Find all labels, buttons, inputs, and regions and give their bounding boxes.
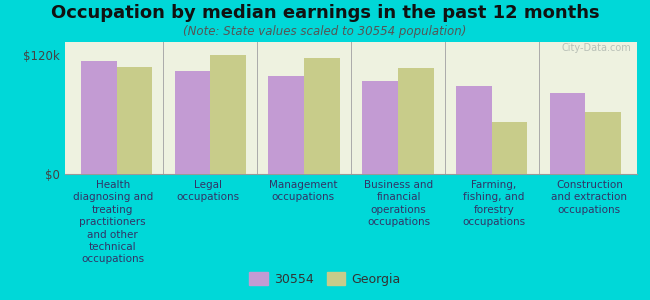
Text: Business and
financial
operations
occupations: Business and financial operations occupa… [364, 180, 434, 227]
Bar [304, 58, 340, 174]
Bar [362, 81, 398, 174]
Bar [491, 122, 527, 174]
Text: Health
diagnosing and
treating
practitioners
and other
technical
occupations: Health diagnosing and treating practitio… [73, 180, 153, 264]
Bar [456, 86, 491, 174]
Bar [116, 67, 152, 174]
Text: Farming,
fishing, and
forestry
occupations: Farming, fishing, and forestry occupatio… [462, 180, 526, 227]
Bar [211, 55, 246, 174]
Bar [81, 61, 116, 174]
Bar [268, 76, 304, 174]
Bar [550, 93, 586, 174]
Text: Construction
and extraction
occupations: Construction and extraction occupations [551, 180, 627, 215]
Bar [175, 71, 211, 174]
Text: Management
occupations: Management occupations [269, 180, 337, 203]
Legend: 30554, Georgia: 30554, Georgia [244, 267, 406, 291]
Bar [586, 112, 621, 174]
Text: City-Data.com: City-Data.com [562, 43, 631, 53]
Text: Legal
occupations: Legal occupations [176, 180, 240, 203]
Text: Occupation by median earnings in the past 12 months: Occupation by median earnings in the pas… [51, 4, 599, 22]
Text: (Note: State values scaled to 30554 population): (Note: State values scaled to 30554 popu… [183, 26, 467, 38]
Bar [398, 68, 434, 174]
